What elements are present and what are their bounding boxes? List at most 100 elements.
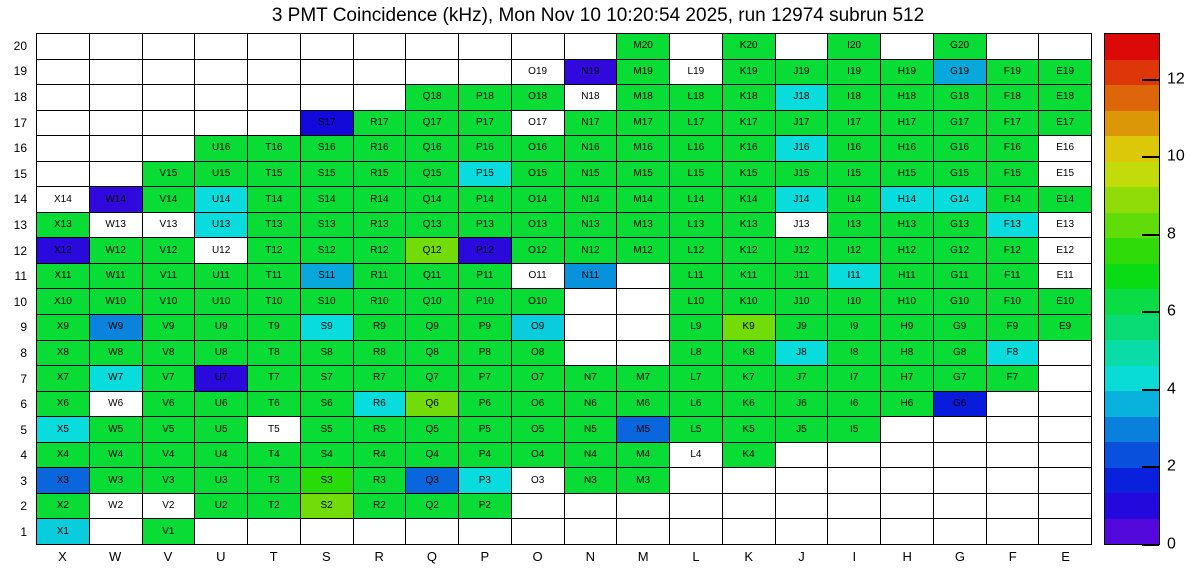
chart-title: 3 PMT Coincidence (kHz), Mon Nov 10 10:2… xyxy=(271,5,925,26)
heatmap-cell: T10 xyxy=(248,289,300,315)
x-axis-label: R xyxy=(374,549,384,564)
x-axis-label: X xyxy=(58,549,67,564)
heatmap-cell xyxy=(1039,366,1091,391)
heatmap-cell: X12 xyxy=(37,238,89,263)
heatmap-cell: F19 xyxy=(986,59,1039,85)
heatmap-cell xyxy=(353,85,406,110)
heatmap-cell: U5 xyxy=(195,417,247,442)
heatmap-cell: O9 xyxy=(511,315,564,340)
heatmap-cell: M20 xyxy=(617,34,669,59)
heatmap-cell: H13 xyxy=(881,212,933,238)
heatmap-cell: L8 xyxy=(670,340,722,366)
heatmap-cell: O4 xyxy=(511,442,564,468)
heatmap-cell: R6 xyxy=(353,391,406,417)
heatmap-cell: F10 xyxy=(986,289,1039,315)
heatmap-cell: S12 xyxy=(300,238,353,263)
heatmap-cell: W2 xyxy=(89,493,142,519)
heatmap-cell: F18 xyxy=(986,85,1039,110)
heatmap-cell: H16 xyxy=(881,136,933,161)
heatmap-cell: O10 xyxy=(511,289,564,315)
heatmap-cell: V6 xyxy=(142,391,195,417)
heatmap-cell: L19 xyxy=(670,59,722,85)
heatmap-cell: G20 xyxy=(933,34,986,59)
x-axis-label: W xyxy=(109,549,122,564)
heatmap-cell xyxy=(195,34,247,59)
colorbar-tick-label: 12 xyxy=(1167,70,1185,88)
heatmap-cell: J8 xyxy=(775,340,828,366)
heatmap-cell: H8 xyxy=(881,340,933,366)
heatmap-cell: X7 xyxy=(37,366,89,391)
heatmap-cell: T12 xyxy=(248,238,300,263)
heatmap-cell: L14 xyxy=(670,187,722,212)
colorbar-tick-label: 10 xyxy=(1167,147,1185,165)
x-axis-label: H xyxy=(902,549,912,564)
heatmap-cell xyxy=(89,136,142,161)
heatmap-cell: K18 xyxy=(722,85,775,110)
heatmap-cell: R3 xyxy=(353,468,406,493)
x-axis-label: L xyxy=(692,549,700,564)
heatmap-cell: K16 xyxy=(722,136,775,161)
colorbar-tick-label: 2 xyxy=(1167,458,1176,476)
heatmap-cell: P16 xyxy=(459,136,511,161)
heatmap-cell: Q4 xyxy=(406,442,458,468)
heatmap-cell: M5 xyxy=(617,417,669,442)
heatmap-cell xyxy=(353,59,406,85)
heatmap-cell: M3 xyxy=(617,468,669,493)
heatmap-cell: I6 xyxy=(828,391,880,417)
heatmap-cell: F12 xyxy=(986,238,1039,263)
heatmap-cell: P4 xyxy=(459,442,511,468)
colorbar-tick-label: 4 xyxy=(1167,380,1176,398)
heatmap-cell: L12 xyxy=(670,238,722,263)
heatmap-cell: X11 xyxy=(37,263,89,289)
heatmap-cell: E10 xyxy=(1039,289,1091,315)
heatmap-cell: Q13 xyxy=(406,212,458,238)
heatmap-cell: S5 xyxy=(300,417,353,442)
y-axis-label: 16 xyxy=(13,141,27,156)
colorbar xyxy=(1104,33,1160,545)
heatmap-cell xyxy=(248,59,300,85)
heatmap-cell: F17 xyxy=(986,110,1039,136)
heatmap-cell: S11 xyxy=(300,263,353,289)
heatmap-cell: K17 xyxy=(722,110,775,136)
heatmap-cell: N17 xyxy=(564,110,617,136)
heatmap-cell: R14 xyxy=(353,187,406,212)
colorbar-tick-label: 0 xyxy=(1167,535,1176,553)
heatmap-cell: P18 xyxy=(459,85,511,110)
heatmap-cell: J15 xyxy=(775,161,828,187)
heatmap-cell: W11 xyxy=(89,263,142,289)
heatmap-cell: Q2 xyxy=(406,493,458,519)
heatmap-cell: V13 xyxy=(142,212,195,238)
heatmap-cell: K5 xyxy=(722,417,775,442)
heatmap-cell: P9 xyxy=(459,315,511,340)
heatmap-cell: I5 xyxy=(828,417,880,442)
heatmap-cell: I15 xyxy=(828,161,880,187)
heatmap-cell: G17 xyxy=(933,110,986,136)
heatmap-cell xyxy=(881,34,933,59)
heatmap-cell: H9 xyxy=(881,315,933,340)
heatmap-cell xyxy=(300,59,353,85)
heatmap-cell: J5 xyxy=(775,417,828,442)
heatmap-cell: R13 xyxy=(353,212,406,238)
heatmap-cell: N5 xyxy=(564,417,617,442)
heatmap-cell: Q3 xyxy=(406,468,458,493)
heatmap-cell: T7 xyxy=(248,366,300,391)
y-axis-label: 13 xyxy=(13,217,27,232)
colorbar-tick-label: 8 xyxy=(1167,225,1176,243)
heatmap-cell: O18 xyxy=(511,85,564,110)
colorbar-band xyxy=(1105,136,1159,162)
heatmap-cell xyxy=(933,442,986,468)
heatmap-cell: G7 xyxy=(933,366,986,391)
y-axis-label: 12 xyxy=(13,243,27,258)
heatmap-cell: X14 xyxy=(37,187,89,212)
heatmap-cell xyxy=(722,468,775,493)
heatmap-cell xyxy=(195,85,247,110)
heatmap-cell: L16 xyxy=(670,136,722,161)
heatmap-cell: J6 xyxy=(775,391,828,417)
heatmap-cell: K15 xyxy=(722,161,775,187)
y-axis-label: 8 xyxy=(20,345,27,360)
heatmap-cell: M13 xyxy=(617,212,669,238)
heatmap-cell xyxy=(142,110,195,136)
heatmap-cell xyxy=(1039,519,1091,544)
heatmap-cell: X10 xyxy=(37,289,89,315)
heatmap-cell xyxy=(195,59,247,85)
